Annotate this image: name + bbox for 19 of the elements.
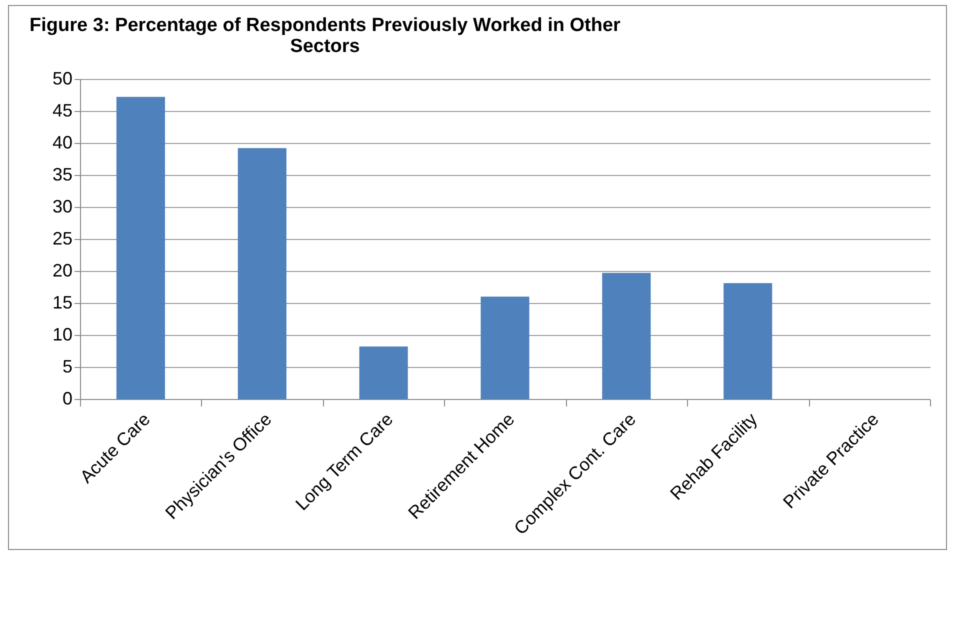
- bar: [602, 272, 651, 399]
- y-tick-label: 20: [52, 260, 72, 280]
- y-tick-label: 5: [62, 356, 72, 376]
- y-tick-label: 50: [52, 68, 72, 88]
- y-tick-label: 35: [52, 164, 72, 184]
- y-tick-label: 40: [52, 132, 72, 152]
- bar: [480, 296, 530, 399]
- text: Sectors: [290, 36, 360, 57]
- bar: [238, 148, 286, 399]
- y-tick-label: 45: [52, 100, 72, 120]
- y-tick-label: 15: [52, 292, 72, 312]
- text: Figure 3: Percentage of Respondents Previously Worked in Other: [30, 15, 620, 36]
- bar: [359, 346, 408, 399]
- y-tick-label: 25: [52, 228, 72, 248]
- bar: [116, 96, 165, 399]
- y-tick-label: 0: [62, 388, 72, 408]
- bar: [724, 283, 772, 399]
- y-tick-label: 10: [52, 324, 72, 344]
- y-tick-label: 30: [52, 196, 72, 216]
